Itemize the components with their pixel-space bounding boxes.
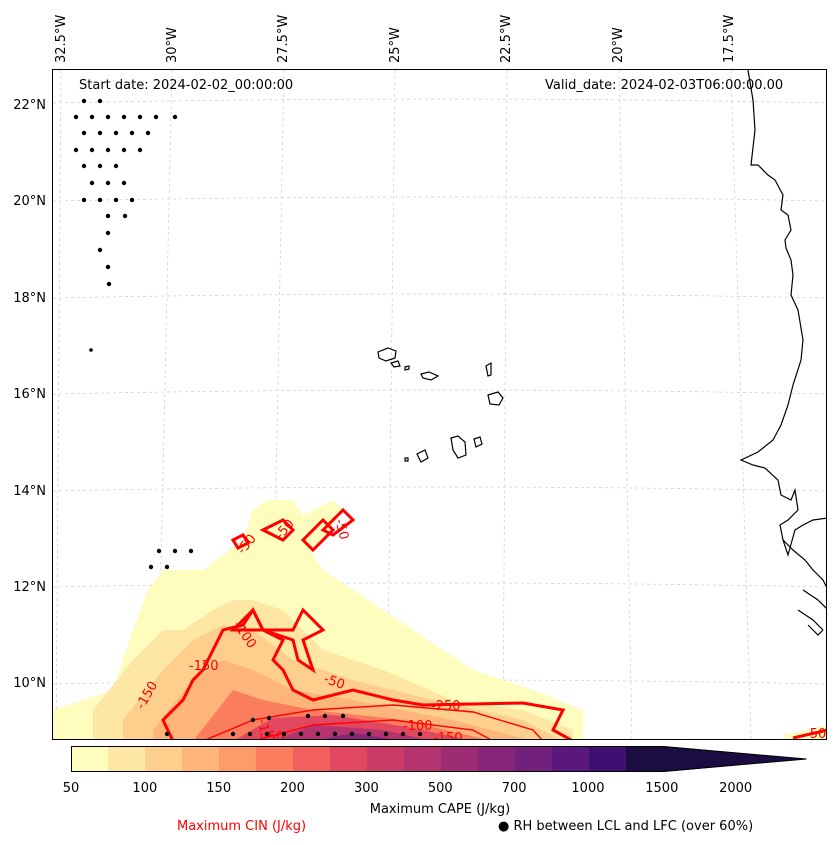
cape-colorbar-title: Maximum CAPE (J/kg) (369, 802, 511, 817)
cin-label-10: -100 (403, 719, 433, 734)
colorbar-tick-label: 100 (132, 781, 158, 796)
cin-label-6: -150 (189, 659, 219, 674)
lat-label-16n: 16°N (13, 387, 46, 402)
lat-label-10n: 10°N (13, 676, 46, 691)
colorbar-segment (145, 746, 183, 772)
colorbar-tick-label: 200 (280, 781, 305, 796)
colorbar-segment (515, 746, 553, 772)
cape-band-1000 (323, 733, 391, 739)
colorbar-tick-label: 500 (427, 781, 453, 796)
colorbar-extend-arrow (663, 746, 807, 772)
lat-label-22n: 22°N (13, 98, 46, 113)
lat-label-18n: 18°N (13, 291, 46, 306)
lon-label-22.5w: 22.5°W (499, 14, 514, 63)
lon-label-30w: 30°W (165, 27, 180, 63)
colorbar-segment (441, 746, 479, 772)
cape-colorbar (71, 746, 807, 772)
cin-label-13: -50 (805, 727, 826, 740)
colorbar-tick-label: 700 (501, 781, 527, 796)
colorbar-tick-label: 300 (353, 781, 379, 796)
cin-contours (161, 507, 826, 739)
map-panel: -50 -50 -50 -50 -100 -150 -150 -150 -250… (52, 69, 827, 740)
colorbar-segment (626, 746, 664, 772)
coastline-africa (739, 70, 826, 558)
lat-label-20n: 20°N (13, 194, 46, 209)
colorbar-segment (293, 746, 331, 772)
colorbar-segment (330, 746, 368, 772)
map-canvas: -50 -50 -50 -50 -100 -150 -150 -150 -250… (53, 70, 826, 740)
cin-label-1: -50 (331, 517, 351, 541)
colorbar-tick-label: 50 (62, 781, 80, 796)
colorbar-segment (478, 746, 516, 772)
lon-label-17.5w: 17.5°W (722, 14, 737, 63)
cin-label-11: -150 (433, 731, 463, 740)
cape-field (53, 500, 826, 739)
colorbar-segment (256, 746, 294, 772)
colorbar-segment (589, 746, 627, 772)
lat-label-12n: 12°N (13, 580, 46, 595)
start-date-label: Start date: 2024-02-02_00:00:00 (79, 78, 294, 93)
cape-band-north (253, 500, 343, 560)
lon-label-27.5w: 27.5°W (276, 14, 291, 63)
colorbar-segment (404, 746, 442, 772)
rh-dots (73, 98, 423, 737)
lon-label-25w: 25°W (388, 27, 403, 63)
valid-date-label: Valid_date: 2024-02-03T06:00:00.00 (545, 78, 784, 93)
colorbar-tick-label: 2000 (719, 781, 753, 796)
lat-label-14n: 14°N (13, 484, 46, 499)
colorbar-segment (367, 746, 405, 772)
cin-label-4: -50 (322, 672, 347, 693)
colorbar-outline (71, 746, 807, 772)
colorbar-segment (219, 746, 257, 772)
colorbar-segment (552, 746, 590, 772)
cin-label-12: -50 (263, 730, 284, 740)
cin-label-9: -250 (431, 699, 461, 714)
rh-legend-label: ● RH between LCL and LFC (over 60%) (498, 819, 754, 834)
cape-patch-east (783, 725, 826, 739)
cape-verde-islands (377, 347, 504, 463)
colorbar-tick-label: 1000 (571, 781, 605, 796)
colorbar-tick-label: 1500 (645, 781, 679, 796)
lon-label-32.5w: 32.5°W (54, 14, 69, 63)
cin-legend-label: Maximum CIN (J/kg) (177, 819, 307, 834)
coastline-africa-south (782, 539, 826, 636)
lon-label-20w: 20°W (611, 27, 626, 63)
colorbar-segment (71, 746, 109, 772)
colorbar-tick-label: 150 (206, 781, 232, 796)
colorbar-segment (108, 746, 146, 772)
colorbar-segment (182, 746, 220, 772)
